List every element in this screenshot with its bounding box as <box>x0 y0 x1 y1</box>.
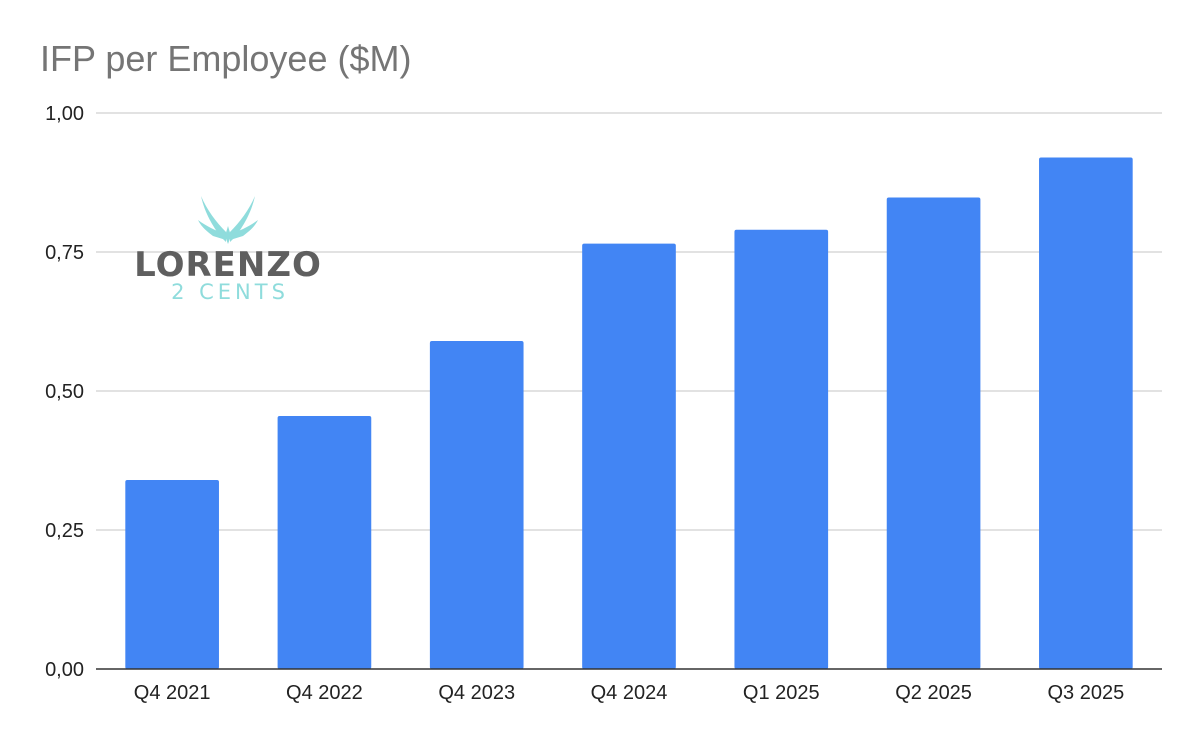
y-axis-tick-labels: 0,00 0,25 0,50 0,75 1,00 <box>45 103 84 681</box>
wings-icon <box>198 196 258 244</box>
x-tick-label: Q4 2022 <box>286 682 363 704</box>
bar <box>582 243 676 669</box>
bar <box>277 416 372 669</box>
x-tick-label: Q4 2021 <box>134 682 211 704</box>
x-tick-label: Q4 2024 <box>591 682 668 704</box>
y-tick-label: 0,75 <box>45 242 84 264</box>
y-tick-label: 1,00 <box>45 103 84 125</box>
y-tick-label: 0,50 <box>45 381 84 403</box>
watermark-tagline: 2 CENTS <box>171 280 289 304</box>
x-tick-label: Q4 2023 <box>438 682 515 704</box>
y-tick-label: 0,00 <box>45 659 84 681</box>
bars <box>125 157 1133 670</box>
x-tick-label: Q3 2025 <box>1047 682 1124 704</box>
watermark-brand: LORENZO <box>134 245 322 285</box>
bar <box>734 229 829 669</box>
bar <box>125 479 219 669</box>
chart-title: IFP per Employee ($M) <box>40 38 412 79</box>
bar <box>1039 157 1133 670</box>
x-tick-label: Q2 2025 <box>895 682 972 704</box>
bar <box>886 197 981 669</box>
watermark-logo: LORENZO 2 CENTS <box>134 196 322 304</box>
bar <box>429 340 524 669</box>
x-tick-label: Q1 2025 <box>743 682 820 704</box>
x-axis-tick-labels: Q4 2021 Q4 2022 Q4 2023 Q4 2024 Q1 2025 Q2 20… <box>134 682 1124 704</box>
y-tick-label: 0,25 <box>45 520 84 542</box>
